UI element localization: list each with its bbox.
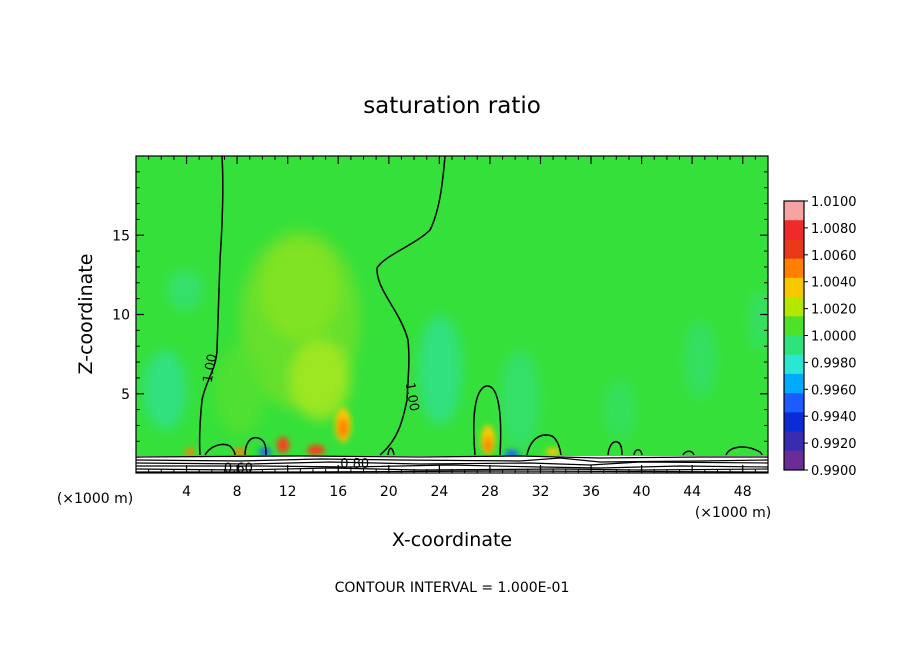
colorbar-swatch bbox=[784, 335, 804, 356]
colorbar-swatch bbox=[784, 373, 804, 394]
x-tick-label: 20 bbox=[380, 484, 398, 500]
colorbar-swatch bbox=[784, 393, 804, 413]
x-tick-label: 8 bbox=[233, 484, 242, 500]
colorbar-label: 1.0060 bbox=[811, 249, 857, 264]
x-tick-label: 44 bbox=[683, 484, 701, 500]
x-tick-label: 24 bbox=[430, 484, 448, 500]
x-axis: 4 8 12 16 20 24 28 32 36 40 44 48 bbox=[148, 156, 756, 500]
colorbar-label: 0.9960 bbox=[811, 383, 857, 398]
colorbar-label: 0.9940 bbox=[811, 410, 857, 425]
x-tick-label: 4 bbox=[182, 484, 191, 500]
contour-label: 1.00 bbox=[402, 381, 422, 412]
contour-labels: 1.00 1.00 0.80 0.60 bbox=[201, 353, 422, 477]
x-axis-label: X-coordinate bbox=[392, 529, 512, 551]
colorbar-label: 1.0080 bbox=[811, 222, 857, 237]
y-tick-label: 15 bbox=[112, 228, 130, 244]
colorbar-swatch bbox=[784, 354, 804, 375]
colorbar-swatch bbox=[784, 201, 804, 221]
y-axis: 5 10 15 bbox=[112, 171, 768, 458]
plot-area: 1.00 1.00 0.80 0.60 bbox=[136, 156, 768, 477]
colorbar-swatch bbox=[784, 297, 804, 317]
x-axis-unit-left: (×1000 m) bbox=[57, 491, 133, 507]
contour-lines bbox=[198, 156, 763, 456]
x-tick-label: 48 bbox=[734, 484, 752, 500]
x-tick-label: 16 bbox=[329, 484, 347, 500]
colorbar-label: 0.9900 bbox=[811, 464, 857, 479]
contour-label: 0.80 bbox=[340, 457, 369, 472]
x-tick-label: 28 bbox=[481, 484, 499, 500]
contour-label: 0.60 bbox=[224, 462, 253, 477]
x-tick-label: 40 bbox=[633, 484, 651, 500]
colorbar: 1.0100 1.0080 1.0060 1.0040 1.0020 1.0000 0.99… bbox=[783, 195, 857, 479]
colorbar-swatch bbox=[784, 431, 804, 452]
colorbar-label: 1.0100 bbox=[811, 195, 857, 210]
colorbar-swatch bbox=[784, 258, 804, 279]
x-tick-label: 36 bbox=[582, 484, 600, 500]
colorbar-label: 0.9980 bbox=[811, 356, 857, 371]
contour-label: 1.00 bbox=[201, 353, 221, 384]
colorbar-label: 1.0020 bbox=[811, 303, 857, 318]
colorbar-swatch bbox=[784, 450, 804, 471]
colorbar-label: 1.0000 bbox=[811, 330, 857, 345]
y-tick-label: 10 bbox=[112, 308, 130, 324]
contour-interval-note: CONTOUR INTERVAL = 1.000E-01 bbox=[335, 580, 570, 596]
colorbar-label: 0.9920 bbox=[811, 437, 857, 452]
ground-contours bbox=[136, 455, 768, 473]
x-tick-label: 32 bbox=[532, 484, 550, 500]
x-axis-unit-right: (×1000 m) bbox=[695, 505, 771, 521]
y-axis-label: Z-coordinate bbox=[75, 254, 97, 375]
field-anomalies bbox=[143, 230, 768, 450]
colorbar-label: 1.0040 bbox=[811, 276, 857, 291]
colorbar-swatch bbox=[784, 277, 804, 298]
x-tick-label: 12 bbox=[279, 484, 297, 500]
colorbar-swatch bbox=[784, 239, 804, 260]
colorbar-swatch bbox=[784, 316, 804, 336]
colorbar-swatch bbox=[784, 412, 804, 433]
colorbar-swatch bbox=[784, 220, 804, 240]
y-tick-label: 5 bbox=[121, 387, 130, 403]
chart-title: saturation ratio bbox=[363, 93, 541, 119]
